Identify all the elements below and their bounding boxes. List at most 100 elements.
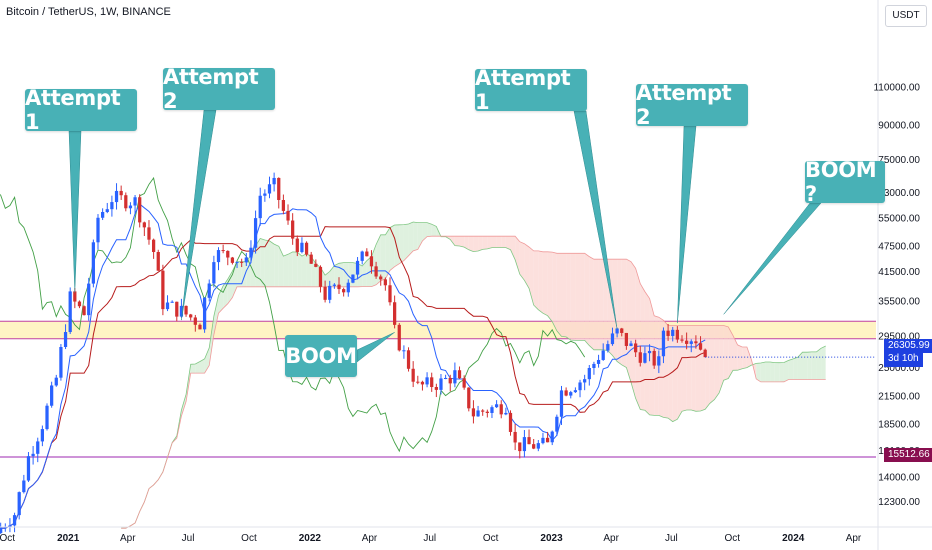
y-tick-label: 41500.00	[878, 267, 920, 278]
cloud-segment	[292, 251, 298, 287]
candle-body	[151, 239, 156, 253]
cloud-segment	[584, 253, 590, 346]
candle-body	[698, 343, 703, 350]
cloud-segment	[213, 295, 219, 335]
candle-body	[499, 404, 503, 415]
x-tick-label: Apr	[603, 533, 619, 544]
cloud-segment	[408, 222, 414, 256]
candle-body	[304, 242, 309, 255]
candle-body	[430, 377, 434, 388]
candle-body	[323, 286, 327, 300]
cloud-segment	[575, 253, 581, 341]
cloud-segment	[334, 263, 340, 287]
cloud-segment	[644, 291, 650, 415]
callout-pointer	[573, 110, 618, 330]
cloud-segment	[223, 279, 228, 309]
chart-title: Bitcoin / TetherUS, 1W, BINANCE	[6, 6, 171, 18]
cloud-segment	[552, 252, 557, 331]
candle-body	[277, 177, 281, 201]
cloud-segment	[788, 358, 794, 380]
candle-body	[332, 284, 336, 286]
candle-body	[416, 381, 420, 383]
cloud-segment	[677, 325, 682, 420]
y-tick-label: 12300.00	[878, 497, 920, 508]
candle-body	[671, 329, 675, 336]
callout-pointer	[723, 202, 822, 315]
currency-selector-button[interactable]: USDT	[885, 5, 927, 27]
cloud-segment	[218, 285, 224, 314]
cloud-segment	[269, 240, 275, 287]
cloud-segment	[403, 224, 409, 261]
candle-body	[82, 306, 86, 316]
x-tick-label: 2023	[540, 533, 563, 544]
cloud-segment	[807, 351, 812, 380]
candle-body	[379, 276, 383, 280]
candle-body	[508, 412, 513, 432]
x-tick-label: Apr	[362, 533, 378, 544]
candle-body	[263, 193, 267, 196]
candle-body	[522, 437, 527, 452]
cloud-segment	[195, 361, 200, 374]
candle-body	[638, 352, 642, 363]
y-tick-label: 75000.00	[878, 155, 920, 166]
candle-body	[652, 350, 656, 366]
candle-body	[128, 205, 133, 209]
y-tick-label: 55000.00	[878, 214, 920, 225]
candle-body	[156, 252, 160, 271]
cloud-segment	[547, 251, 553, 322]
countdown-label: 3d 10h	[884, 352, 923, 367]
x-tick-label: Apr	[846, 533, 862, 544]
candle-body	[142, 222, 146, 228]
cloud-segment	[343, 262, 349, 287]
candle-body	[202, 297, 207, 330]
candle-body	[606, 344, 610, 351]
candle-body	[355, 260, 360, 275]
support-price-label: 15512.66	[884, 448, 932, 462]
candle-body	[175, 301, 179, 317]
cloud-segment	[709, 325, 715, 404]
cloud-segment	[529, 247, 534, 306]
candle-body	[443, 377, 448, 379]
cloud-segment	[542, 251, 548, 316]
candle-body	[555, 416, 559, 432]
candle-body	[402, 350, 406, 352]
candle-body	[207, 283, 211, 298]
candle-body	[513, 431, 517, 443]
candle-body	[40, 429, 44, 442]
candle-body	[91, 242, 95, 284]
candle-body	[439, 378, 443, 390]
chikou-span-line	[0, 176, 586, 453]
x-tick-label: Oct	[241, 533, 257, 544]
cloud-segment	[621, 259, 627, 368]
cloud-segment	[700, 325, 706, 411]
cloud-segment	[793, 357, 798, 380]
cloud-segment	[802, 352, 808, 380]
cloud-segment	[519, 241, 525, 281]
candle-body	[300, 242, 304, 253]
cloud-segment	[654, 315, 659, 416]
cloud-segment	[209, 315, 214, 366]
cloud-segment	[681, 325, 687, 412]
cloud-segment	[631, 261, 636, 399]
candle-body	[624, 332, 628, 346]
candle-body	[12, 515, 17, 526]
candle-body	[337, 284, 341, 290]
candle-body	[388, 285, 392, 303]
candle-body	[230, 257, 235, 263]
candle-body	[504, 412, 508, 415]
candle-body	[87, 283, 91, 316]
cloud-segment	[811, 351, 817, 380]
cloud-segment	[714, 325, 720, 400]
x-tick-label: Jul	[665, 533, 678, 544]
candle-body	[550, 431, 554, 443]
candle-body	[96, 217, 100, 243]
candle-body	[406, 350, 411, 369]
cloud-segment	[598, 259, 604, 350]
cloud-segment	[264, 239, 270, 287]
candle-body	[212, 262, 216, 284]
candle-body	[629, 343, 633, 346]
candle-body	[485, 411, 489, 413]
cloud-segment	[431, 224, 437, 237]
cloud-segment	[278, 246, 284, 287]
